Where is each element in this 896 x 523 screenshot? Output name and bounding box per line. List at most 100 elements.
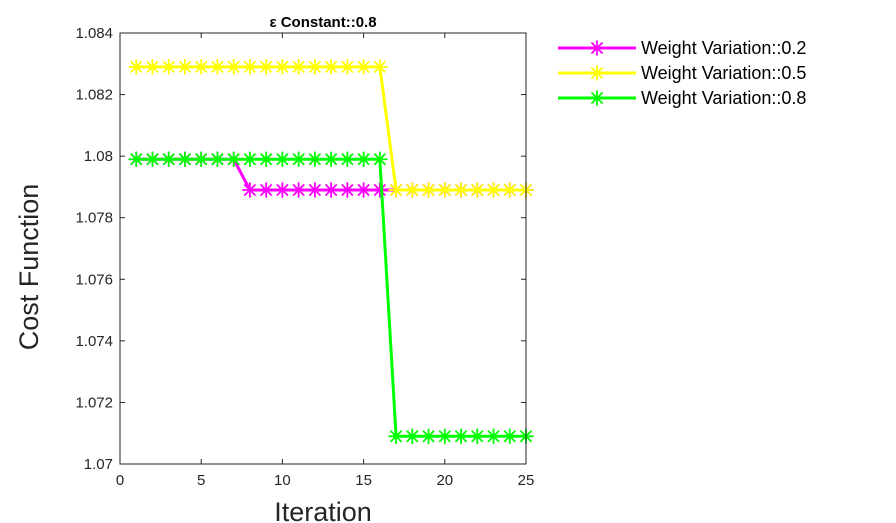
marker-stroke xyxy=(292,184,305,196)
series-layer xyxy=(128,58,534,445)
marker-stroke xyxy=(341,153,354,166)
data-point xyxy=(225,58,242,75)
data-point xyxy=(258,58,275,75)
data-point xyxy=(306,58,323,75)
marker-stroke xyxy=(276,184,289,196)
data-point xyxy=(420,428,437,445)
data-point xyxy=(128,58,145,75)
x-axis-title: Iteration xyxy=(274,497,372,523)
y-tick-label: 1.076 xyxy=(75,271,113,288)
legend-label: Weight Variation::0.5 xyxy=(641,63,806,83)
data-point xyxy=(469,428,486,445)
data-point xyxy=(371,182,388,198)
data-point xyxy=(355,58,372,75)
marker-stroke xyxy=(487,184,500,196)
marker-stroke xyxy=(260,184,273,196)
data-point xyxy=(404,428,421,445)
y-tick-label: 1.08 xyxy=(84,148,113,165)
data-point xyxy=(355,182,372,198)
marker-stroke xyxy=(341,60,354,73)
marker-stroke xyxy=(227,60,240,73)
marker-stroke xyxy=(406,430,419,443)
marker-stroke xyxy=(260,60,273,73)
marker-stroke xyxy=(243,60,256,73)
marker-stroke xyxy=(455,184,467,196)
legend-marker xyxy=(589,65,605,81)
legend-item: Weight Variation::0.8 xyxy=(558,88,806,108)
legend-item: Weight Variation::0.2 xyxy=(558,38,806,58)
data-point xyxy=(388,428,404,445)
marker-stroke xyxy=(471,430,484,443)
data-point xyxy=(420,182,437,198)
data-point xyxy=(323,182,340,198)
legend-label: Weight Variation::0.8 xyxy=(641,88,806,108)
marker-stroke xyxy=(438,184,451,196)
marker-stroke xyxy=(162,153,175,166)
marker-stroke xyxy=(308,60,321,73)
marker-stroke xyxy=(227,153,240,166)
data-point xyxy=(453,182,469,198)
plot-frame xyxy=(119,32,527,465)
marker-stroke xyxy=(341,184,354,196)
data-point xyxy=(242,182,258,198)
legend-marker xyxy=(589,90,605,106)
marker-stroke xyxy=(130,60,143,73)
marker-stroke xyxy=(292,60,305,73)
plot-background xyxy=(120,33,526,464)
x-tick-label: 0 xyxy=(116,472,124,489)
marker-stroke xyxy=(373,184,386,196)
data-point xyxy=(355,151,372,168)
data-point xyxy=(501,428,518,445)
y-axis: 1.07 1.072 1.074 1.076 1.078 1.08 1.082 1.084 xyxy=(75,25,526,473)
marker-stroke xyxy=(162,60,175,73)
marker-stroke xyxy=(325,60,338,73)
data-point xyxy=(388,182,404,198)
data-point xyxy=(485,182,502,198)
data-point xyxy=(193,58,210,75)
data-point xyxy=(501,182,518,198)
marker-stroke xyxy=(471,184,484,196)
marker-stroke xyxy=(503,184,516,196)
y-tick-label: 1.072 xyxy=(75,394,113,411)
data-point xyxy=(177,58,193,75)
data-point xyxy=(290,58,307,75)
y-tick-label: 1.078 xyxy=(75,210,113,227)
data-point xyxy=(242,58,258,75)
data-point xyxy=(144,58,161,75)
marker-stroke xyxy=(211,60,224,73)
marker-stroke xyxy=(455,430,467,443)
marker-stroke xyxy=(179,153,191,166)
marker-stroke xyxy=(325,184,338,196)
marker-stroke xyxy=(276,60,289,73)
marker-stroke xyxy=(195,60,208,73)
data-point xyxy=(225,151,242,168)
data-point xyxy=(193,151,210,168)
marker-stroke xyxy=(292,153,305,166)
data-point xyxy=(160,151,177,168)
marker-stroke xyxy=(146,153,159,166)
data-point xyxy=(177,151,193,168)
marker-stroke xyxy=(325,153,338,166)
marker-stroke xyxy=(422,184,435,196)
marker-stroke xyxy=(503,430,516,443)
data-point xyxy=(339,151,356,168)
marker-stroke xyxy=(211,153,224,166)
marker-stroke xyxy=(276,153,289,166)
marker-stroke xyxy=(390,430,403,443)
data-point xyxy=(453,428,469,445)
data-point xyxy=(306,151,323,168)
marker-stroke xyxy=(373,153,386,166)
data-point xyxy=(371,151,388,168)
data-point xyxy=(404,182,421,198)
legend-item: Weight Variation::0.5 xyxy=(558,63,806,83)
y-tick-label: 1.082 xyxy=(75,87,113,104)
data-point xyxy=(323,151,340,168)
data-point xyxy=(306,182,323,198)
marker-stroke xyxy=(487,430,500,443)
x-tick-label: 25 xyxy=(518,472,535,489)
x-tick-label: 10 xyxy=(274,472,291,489)
data-point xyxy=(144,151,161,168)
data-point xyxy=(160,58,177,75)
data-point xyxy=(258,151,275,168)
marker-stroke xyxy=(591,92,603,104)
